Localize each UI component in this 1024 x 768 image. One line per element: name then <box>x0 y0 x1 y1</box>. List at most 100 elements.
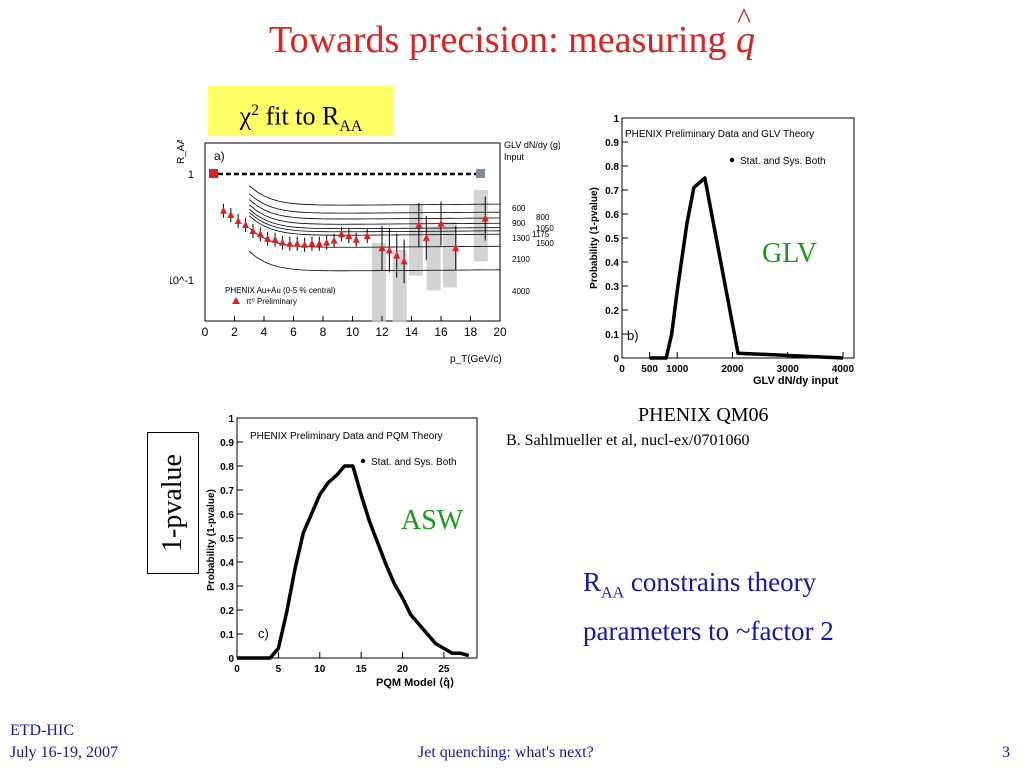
pqm-xtick-label: 10 <box>314 664 326 675</box>
pqm-probability-chart: 0 0.1 0.2 0.3 0.4 0.5 0.6 0.7 0.8 0.9 1 0 5 10 15 20 25… <box>206 414 478 689</box>
chi2-fit-box: χ2 fit to RAA <box>208 86 394 136</box>
raa-xtick-label: 20 <box>493 325 507 339</box>
footer-page-number: 3 <box>1002 744 1010 761</box>
raa-data-point <box>249 226 257 234</box>
raa-sys-band <box>426 226 441 291</box>
raa-xtick-label: 10 <box>346 325 360 339</box>
raa-data-point <box>345 232 353 240</box>
raa-data-point <box>437 219 445 227</box>
raa-xtick-label: 6 <box>290 325 297 339</box>
pqm-ytick-label: 0.1 <box>220 630 234 641</box>
glv-ytick-label: 0.4 <box>605 258 619 269</box>
curve-label-1175: 1175 <box>532 230 550 239</box>
raa-data-point <box>330 236 338 244</box>
glv-xtick-label: 2000 <box>721 364 744 375</box>
reference-text: B. Sahlmueller et al, nucl-ex/0701060 <box>506 432 750 449</box>
curve-label-1050: 1050 <box>536 224 554 233</box>
glv-xtick-label: 3000 <box>777 364 800 375</box>
raa-data-point <box>315 239 323 247</box>
raa-sys-band <box>372 242 387 323</box>
glv-ytick-label: 1 <box>613 114 619 125</box>
curve-label-1500: 1500 <box>536 239 554 248</box>
raa-sys-band <box>473 190 488 262</box>
chi-exponent: 2 <box>251 102 260 119</box>
pqm-xtick-label: 20 <box>397 664 409 675</box>
pvalue-label: 1-pvalue <box>157 454 188 552</box>
pqm-xtick-label: 5 <box>276 664 282 675</box>
raa-input-label-2: Input <box>504 152 525 162</box>
raa-theory-curve <box>249 215 501 236</box>
glv-legend: Stat. and Sys. Both <box>740 156 826 167</box>
raa-sys-band <box>408 204 423 276</box>
raa-theory-curve <box>249 251 501 272</box>
fit-text: fit to R <box>259 101 340 131</box>
raa-data-point <box>219 206 227 214</box>
pqm-legend-marker <box>360 458 366 464</box>
footer-date: July 16-19, 2007 <box>10 744 118 761</box>
glv-legend-marker <box>729 157 735 163</box>
raa-data-point <box>234 217 242 225</box>
raa-theory-curve <box>249 199 501 220</box>
raa-data-point <box>337 230 345 238</box>
raa-data-point <box>452 244 460 252</box>
glv-x-ticks: 0 500 1000 2000 3000 4000 <box>619 352 855 375</box>
raa-xtick-label: 0 <box>202 325 209 339</box>
glv-label: GLV <box>762 238 817 269</box>
raa-data-point <box>242 221 250 229</box>
glv-ytick-label: 0.6 <box>605 210 619 221</box>
pqm-ytick-label: 1 <box>228 414 234 425</box>
panel-c-label: c) <box>258 626 269 641</box>
curve-label-800: 800 <box>536 213 550 222</box>
raa-data-point <box>378 244 386 252</box>
raa-data-point <box>400 257 408 265</box>
raa-data-point <box>363 232 371 240</box>
raa-data-point <box>352 235 360 243</box>
raa-data-point <box>271 235 279 243</box>
footer-conference: ETD-HIC <box>10 722 74 739</box>
curve-label-4000: 4000 <box>512 287 530 296</box>
slide-title: Towards precision: measuring q ^ <box>0 2 1024 62</box>
unity-marker-left <box>209 169 218 178</box>
raa-theory-curve <box>249 193 501 214</box>
raa-data-point <box>286 239 294 247</box>
glv-probability-line <box>649 176 844 360</box>
pqm-x-ticks: 0 5 10 15 20 25 <box>234 652 450 675</box>
raa-data-point <box>256 230 264 238</box>
raa-theory-curve <box>249 212 501 233</box>
raa-legend-marker <box>232 297 240 304</box>
raa-theory-curve <box>249 204 501 225</box>
raa-error-bands <box>372 190 488 323</box>
raa-xlabel: p_T(GeV/c) <box>450 354 502 365</box>
pqm-probability-line <box>237 464 470 660</box>
glv-ytick-label: 0 <box>613 354 619 365</box>
glv-y-ticks: 0 0.1 0.2 0.3 0.4 0.5 0.6 0.7 0.8 0.9 1 <box>605 114 628 365</box>
raa-data-point <box>393 251 401 259</box>
glv-xtick-label: 0 <box>619 364 625 375</box>
raa-input-label-1: GLV dN/dy (g) <box>504 140 560 150</box>
glv-ytick-label: 0.1 <box>605 330 619 341</box>
glv-xlabel: GLV dN/dy input <box>753 375 839 387</box>
raa-xtick-label: 14 <box>405 325 419 339</box>
curve-label-1300: 1300 <box>512 234 530 243</box>
raa-xtick-label: 2 <box>231 325 238 339</box>
raa-data-point <box>278 238 286 246</box>
phenix-label: PHENIX QM06 <box>638 404 769 426</box>
raa-sys-band <box>442 222 457 288</box>
raa-data-point <box>301 240 309 248</box>
glv-ylabel: Probability (1-pvalue) <box>589 187 600 289</box>
raa-data-points <box>219 196 489 284</box>
pqm-ytick-label: 0.4 <box>220 558 234 569</box>
raa-data-point <box>308 239 316 247</box>
pqm-xtick-label: 0 <box>234 664 240 675</box>
pqm-frame <box>236 417 478 659</box>
pqm-title: PHENIX Preliminary Data and PQM Theory <box>250 431 443 442</box>
raa-xtick-label: 12 <box>375 325 389 339</box>
fit-subscript: AA <box>339 117 363 135</box>
raa-legend-entry2: π⁰ Preliminary <box>246 297 297 306</box>
pqm-ytick-label: 0.9 <box>220 438 234 449</box>
glv-ytick-label: 0.9 <box>605 138 619 149</box>
glv-xtick-label: 500 <box>641 364 658 375</box>
raa-data-point <box>293 239 301 247</box>
hat-mark: ^ <box>736 2 752 35</box>
raa-sys-band <box>392 249 407 323</box>
